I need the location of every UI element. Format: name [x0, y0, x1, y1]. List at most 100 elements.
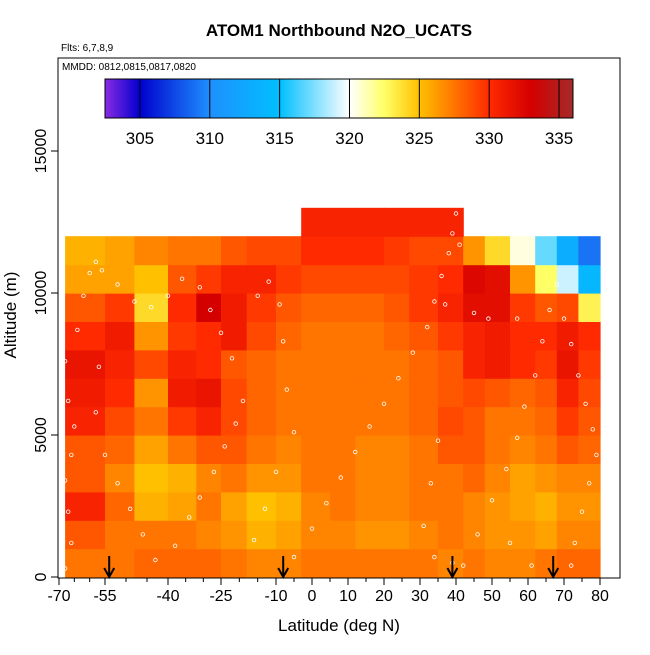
- heatmap-cell: [463, 548, 486, 578]
- sample-point: [266, 279, 271, 284]
- heatmap-cell: [301, 548, 331, 578]
- colorbar-tick-label: 305: [126, 129, 154, 148]
- y-tick-label: 0: [33, 572, 50, 581]
- heatmap-cell: [105, 406, 135, 436]
- heatmap-cell: [196, 406, 222, 436]
- heatmap-cell: [65, 264, 106, 294]
- sample-point: [140, 532, 145, 537]
- heatmap-cell: [438, 321, 464, 351]
- heatmap-cell: [384, 207, 410, 237]
- heatmap-cell: [330, 520, 356, 550]
- sample-point: [579, 509, 585, 514]
- heatmap-cell: [535, 293, 558, 322]
- heatmap-cell: [355, 520, 385, 550]
- heatmap-cell: [409, 548, 439, 578]
- heatmap-cell: [578, 548, 601, 578]
- heatmap-cell: [221, 293, 248, 322]
- heatmap-cell: [409, 463, 439, 493]
- heatmap-cell: [276, 491, 302, 521]
- heatmap-cell: [330, 435, 356, 464]
- heatmap-cell: [578, 378, 601, 408]
- plot-frame: [57, 57, 621, 579]
- heatmap-cell: [105, 293, 135, 322]
- heatmap-cell: [556, 463, 579, 493]
- colorbar-tick-label: 320: [335, 129, 363, 148]
- sample-point: [432, 554, 437, 560]
- heatmap-cell: [301, 264, 331, 294]
- heatmap-cell: [65, 321, 106, 351]
- heatmap-cell: [409, 378, 439, 408]
- heatmap-cell: [168, 349, 197, 379]
- heatmap-cell: [484, 406, 511, 436]
- heatmap-cell: [221, 406, 248, 436]
- heatmap-cell: [510, 463, 536, 493]
- heatmap-cell: [330, 406, 356, 436]
- sample-point: [421, 523, 426, 529]
- sample-point: [93, 259, 98, 264]
- x-tick-label: -40: [156, 588, 179, 605]
- heatmap-cell: [105, 520, 135, 550]
- heatmap-cell: [301, 406, 331, 436]
- sample-point: [522, 404, 527, 409]
- sample-point: [410, 350, 415, 355]
- heatmap-cell: [438, 378, 464, 408]
- sample-point: [262, 506, 268, 511]
- sample-point: [569, 341, 574, 347]
- x-tick-label: 20: [375, 588, 393, 605]
- heatmap-cell: [196, 463, 222, 493]
- heatmap-cell: [384, 264, 410, 294]
- sample-point: [87, 270, 92, 276]
- heatmap-cell: [463, 463, 486, 493]
- sample-point: [576, 373, 581, 378]
- heatmap-cell: [384, 463, 410, 493]
- sample-point: [208, 307, 213, 313]
- heatmap-cell: [484, 548, 511, 578]
- sample-point: [529, 563, 534, 568]
- heatmap-cell: [556, 321, 579, 351]
- sample-point: [547, 307, 552, 313]
- heatmap-cell: [384, 548, 410, 578]
- sample-point: [281, 339, 286, 344]
- heatmap-cell: [535, 520, 558, 550]
- heatmap-cell: [535, 378, 558, 408]
- heatmap-cell: [463, 264, 486, 294]
- heatmap-cell: [438, 293, 464, 322]
- heatmap-cell: [134, 264, 169, 294]
- heatmap-cell: [134, 435, 169, 464]
- heatmap-cell: [168, 463, 197, 493]
- sample-point: [115, 282, 120, 287]
- heatmap-cell: [134, 293, 169, 322]
- heatmap-cell: [246, 349, 277, 379]
- heatmap-cell: [463, 491, 486, 521]
- heatmap-cell: [409, 520, 439, 550]
- sample-point: [353, 449, 358, 455]
- heatmap-cell: [409, 349, 439, 379]
- heatmap-cell: [384, 293, 410, 322]
- sample-point: [69, 452, 74, 458]
- sample-point: [172, 543, 178, 548]
- y-axis-label: Altitude (m): [1, 272, 20, 359]
- heatmap-cell: [276, 349, 302, 379]
- heatmap-cell: [510, 236, 536, 266]
- sample-point: [425, 324, 430, 330]
- sample-point: [291, 554, 297, 560]
- heatmap-cell: [134, 406, 169, 436]
- sample-point: [229, 356, 235, 361]
- heatmap-cell: [105, 491, 135, 521]
- heatmap-cell: [246, 264, 277, 294]
- heatmap-cell: [384, 406, 410, 436]
- heatmap-cell: [355, 321, 385, 351]
- sample-point: [62, 566, 68, 571]
- heatmap-cell: [330, 548, 356, 578]
- heatmap-cell: [556, 491, 579, 521]
- heatmap-cell: [246, 321, 277, 351]
- heatmap-cell: [556, 548, 579, 578]
- heatmap-cell: [578, 435, 601, 464]
- heatmap-cell: [246, 520, 277, 550]
- x-tick-label: -70: [47, 588, 70, 605]
- heatmap-cell: [578, 406, 601, 436]
- sample-point: [540, 339, 545, 344]
- heatmap-cell: [510, 406, 536, 436]
